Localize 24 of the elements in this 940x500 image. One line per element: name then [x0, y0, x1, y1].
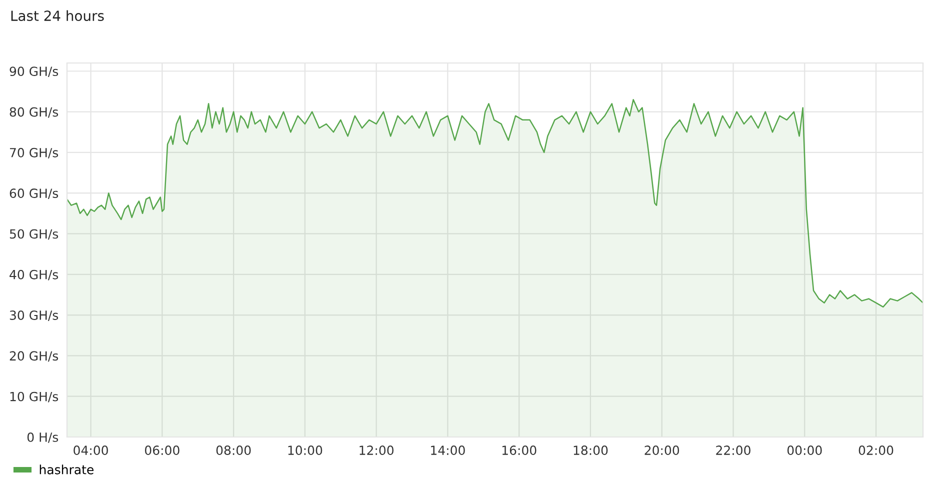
- x-tick-label: 12:00: [360, 446, 394, 456]
- chart-title: Last 24 hours: [11, 10, 104, 22]
- y-tick-label: 0 H/s: [27, 432, 58, 443]
- x-tick-label: 08:00: [216, 446, 251, 456]
- legend-label: hashrate: [40, 464, 94, 474]
- y-tick-label: 80 GH/s: [10, 107, 58, 118]
- x-tick-label: 04:00: [74, 446, 108, 456]
- y-tick-label: 50 GH/s: [10, 229, 58, 240]
- x-tick-label: 14:00: [431, 446, 465, 456]
- x-tick-label: 20:00: [644, 446, 680, 456]
- x-tick-label: 18:00: [574, 446, 608, 456]
- y-tick-label: 70 GH/s: [10, 148, 58, 158]
- y-tick-label: 60 GH/s: [10, 188, 58, 199]
- y-tick-label: 30 GH/s: [10, 310, 58, 321]
- y-tick-label: 90 GH/s: [10, 66, 58, 78]
- x-tick-label: 02:00: [858, 446, 894, 456]
- y-tick-label: 40 GH/s: [10, 270, 58, 280]
- x-tick-label: 22:00: [716, 446, 750, 456]
- x-tick-label: 06:00: [144, 446, 180, 456]
- x-tick-label: 16:00: [502, 446, 536, 456]
- x-tick-label: 10:00: [288, 446, 322, 456]
- y-tick-label: 10 GH/s: [10, 392, 58, 402]
- y-tick-label: 20 GH/s: [10, 351, 58, 362]
- x-tick-label: 00:00: [787, 446, 822, 456]
